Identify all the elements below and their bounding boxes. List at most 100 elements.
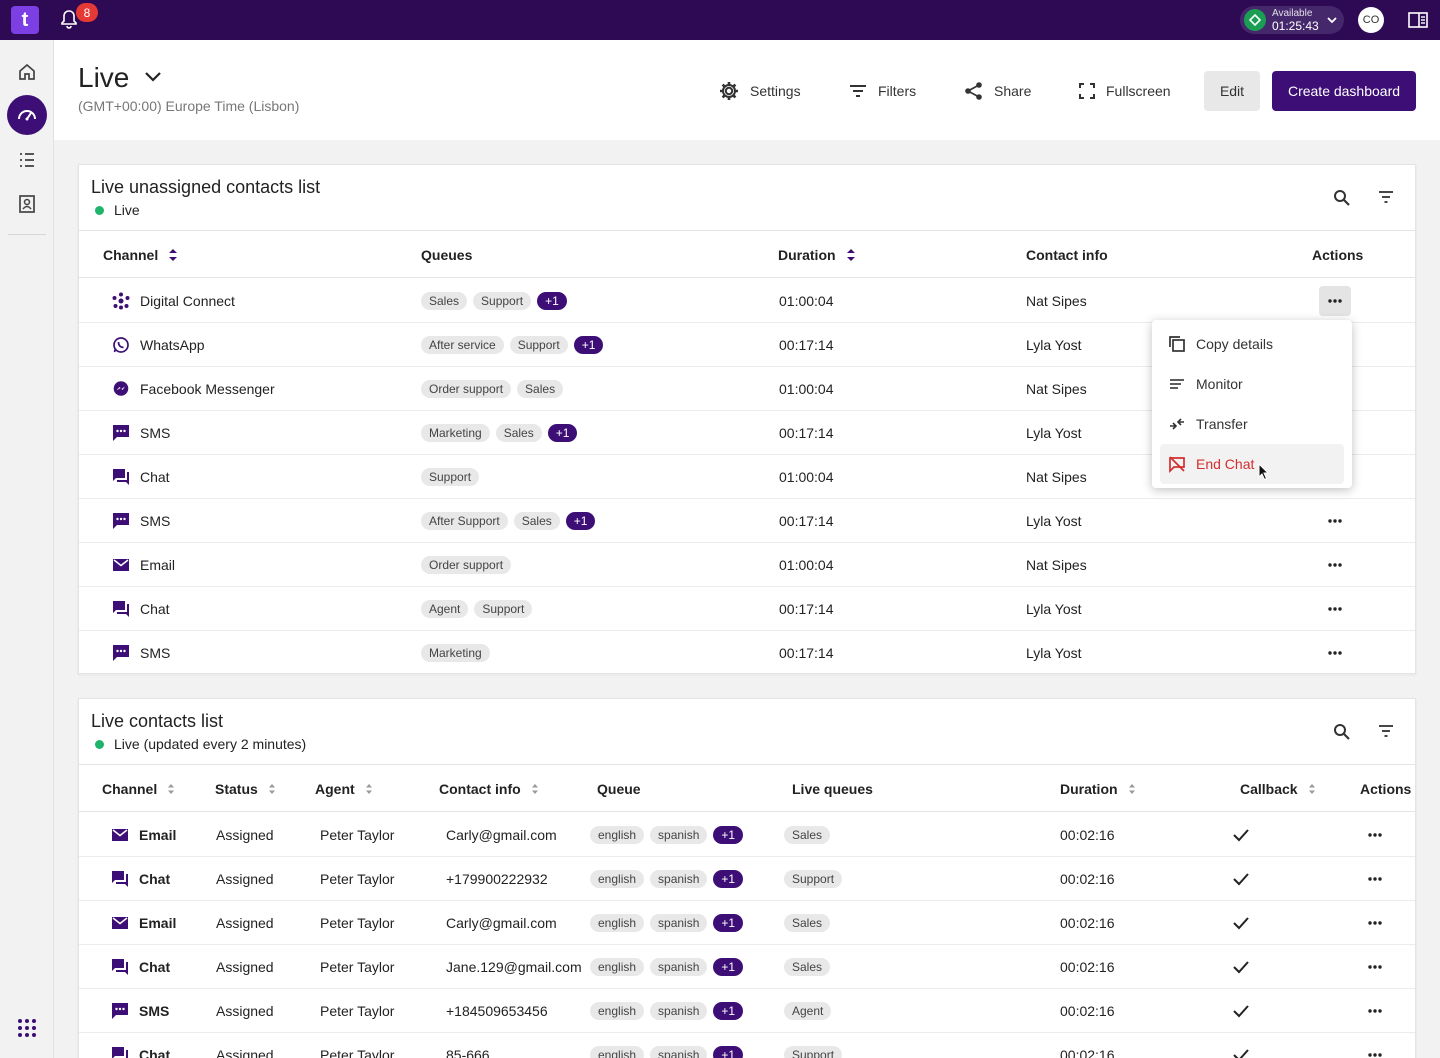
sort-icon[interactable]: [365, 783, 373, 795]
row-actions-button[interactable]: [1319, 286, 1351, 316]
table-row[interactable]: Digital Connect Sales Support +1 01:00:04 Nat…: [79, 279, 1415, 323]
duration-cell: 00:02:16: [1060, 1047, 1115, 1058]
more-queues-chip[interactable]: +1: [713, 958, 744, 976]
col-status[interactable]: Status: [215, 779, 276, 799]
col-channel[interactable]: Channel: [102, 779, 175, 799]
search-icon[interactable]: [1333, 189, 1351, 207]
table-row[interactable]: Facebook Messenger Order support Sales 01:0…: [79, 367, 1415, 411]
table-row[interactable]: Chat Agent Support 00:17:14 Lyla Yost: [79, 587, 1415, 631]
col-callback[interactable]: Callback: [1240, 779, 1316, 799]
table-row[interactable]: Email Order support 01:00:04 Nat Sipes: [79, 543, 1415, 587]
sort-icon[interactable]: [167, 783, 175, 795]
col-duration[interactable]: Duration: [778, 245, 856, 265]
sort-icon[interactable]: [268, 783, 276, 795]
fullscreen-button[interactable]: Fullscreen: [1078, 71, 1171, 111]
chevron-down-icon[interactable]: [144, 70, 162, 84]
table-row[interactable]: Chat Assigned Peter Taylor 85-666 english spa…: [79, 1033, 1415, 1058]
row-actions-button[interactable]: [1359, 864, 1391, 894]
filters-button[interactable]: Filters: [848, 71, 916, 111]
duration-cell: 00:02:16: [1060, 1003, 1115, 1019]
more-queues-chip[interactable]: +1: [573, 336, 604, 354]
live-dot: [95, 205, 104, 215]
filter-icon: [850, 85, 866, 97]
row-actions-button[interactable]: [1359, 1040, 1391, 1058]
home-icon[interactable]: [7, 52, 47, 92]
table-row[interactable]: Email Assigned Peter Taylor Carly@gmail.com…: [79, 901, 1415, 945]
search-icon[interactable]: [1333, 723, 1351, 741]
row-actions-button[interactable]: [1319, 638, 1351, 668]
col-agent[interactable]: Agent: [315, 779, 373, 799]
sort-icon[interactable]: [168, 248, 178, 262]
queue-chip: Sales: [513, 512, 560, 530]
settings-button[interactable]: Settings: [718, 71, 801, 111]
table-row[interactable]: Chat Assigned Peter Taylor +179900222932 eng…: [79, 857, 1415, 901]
row-actions-button[interactable]: [1359, 952, 1391, 982]
col-contact[interactable]: Contact info: [439, 779, 539, 799]
row-actions-button[interactable]: [1359, 820, 1391, 850]
channel-cell: Chat: [111, 857, 170, 901]
menu-end-chat[interactable]: End Chat: [1160, 444, 1344, 484]
contacts-book-icon[interactable]: [7, 184, 47, 224]
table-row[interactable]: SMS Assigned Peter Taylor +184509653456 engl…: [79, 989, 1415, 1033]
row-actions-button[interactable]: [1359, 996, 1391, 1026]
table-row[interactable]: SMS Marketing Sales +1 00:17:14 Lyla Yost: [79, 411, 1415, 455]
page-title[interactable]: Live: [78, 62, 130, 93]
live-queue-cell: Sales: [784, 901, 836, 945]
check-icon: [1233, 917, 1249, 930]
agent-cell: Peter Taylor: [320, 827, 395, 843]
filter-icon[interactable]: [1377, 189, 1395, 205]
channel-name: WhatsApp: [140, 337, 205, 353]
table-row[interactable]: WhatsApp After service Support +1 00:17:14 Ly…: [79, 323, 1415, 367]
sort-icon[interactable]: [1308, 783, 1316, 795]
col-channel[interactable]: Channel: [103, 245, 178, 265]
divider: [79, 277, 1415, 278]
filter-icon[interactable]: [1377, 723, 1395, 739]
menu-copy-details[interactable]: Copy details: [1160, 324, 1344, 364]
col-actions-label: Actions: [1312, 247, 1364, 263]
dashboard-icon[interactable]: [7, 95, 47, 135]
channel-name: Chat: [140, 601, 170, 617]
create-dashboard-button[interactable]: Create dashboard: [1272, 71, 1416, 111]
more-queues-chip[interactable]: +1: [713, 1002, 744, 1020]
table-row[interactable]: Chat Support 01:00:04 Nat Sipes: [79, 455, 1415, 499]
agent-status-selector[interactable]: Available 01:25:43: [1240, 6, 1344, 34]
more-queues-chip[interactable]: +1: [713, 914, 744, 932]
actions-cell: [1359, 945, 1391, 989]
more-queues-chip[interactable]: +1: [565, 512, 596, 530]
panel-layout-icon[interactable]: [1408, 10, 1428, 30]
row-actions-button[interactable]: [1319, 506, 1351, 536]
queue-chip: spanish: [650, 1002, 708, 1020]
app-logo[interactable]: t: [11, 6, 39, 34]
row-actions-button[interactable]: [1359, 908, 1391, 938]
more-queues-chip[interactable]: +1: [537, 292, 567, 310]
edit-button[interactable]: Edit: [1204, 71, 1260, 111]
channel-name: Email: [140, 557, 176, 573]
more-queues-chip[interactable]: +1: [713, 826, 744, 844]
menu-monitor[interactable]: Monitor: [1160, 364, 1344, 404]
more-queues-chip[interactable]: +1: [547, 424, 578, 442]
user-avatar[interactable]: CO: [1358, 7, 1384, 33]
more-queues-chip[interactable]: +1: [713, 1046, 744, 1058]
live-contacts-card: Live contacts list Live (updated every 2…: [78, 698, 1416, 1058]
table-row[interactable]: SMS Marketing 00:17:14 Lyla Yost: [79, 631, 1415, 675]
share-button[interactable]: Share: [964, 71, 1031, 111]
more-queues-chip[interactable]: +1: [713, 870, 744, 888]
col-duration[interactable]: Duration: [1060, 779, 1136, 799]
menu-transfer[interactable]: Transfer: [1160, 404, 1344, 444]
bell-icon[interactable]: [60, 10, 80, 30]
contact-cell: Nat Sipes: [1026, 381, 1087, 397]
sort-icon[interactable]: [531, 783, 539, 795]
sort-icon[interactable]: [1128, 783, 1136, 795]
row-actions-button[interactable]: [1319, 594, 1351, 624]
table-row[interactable]: Chat Assigned Peter Taylor Jane.129@gmail.c…: [79, 945, 1415, 989]
table-row[interactable]: Email Assigned Peter Taylor Carly@gmail.com…: [79, 813, 1415, 857]
live-queue-chip: Sales: [784, 826, 831, 844]
channel-name: Chat: [139, 1047, 171, 1058]
queue-chip: After Support: [421, 512, 508, 530]
sort-icon[interactable]: [846, 248, 856, 262]
apps-grid-icon[interactable]: [17, 1018, 37, 1038]
table-row[interactable]: SMS After Support Sales +1 00:17:14 Lyla Yost: [79, 499, 1415, 543]
duration-cell: 01:00:04: [779, 469, 834, 485]
list-icon[interactable]: [7, 140, 47, 180]
row-actions-button[interactable]: [1319, 550, 1351, 580]
